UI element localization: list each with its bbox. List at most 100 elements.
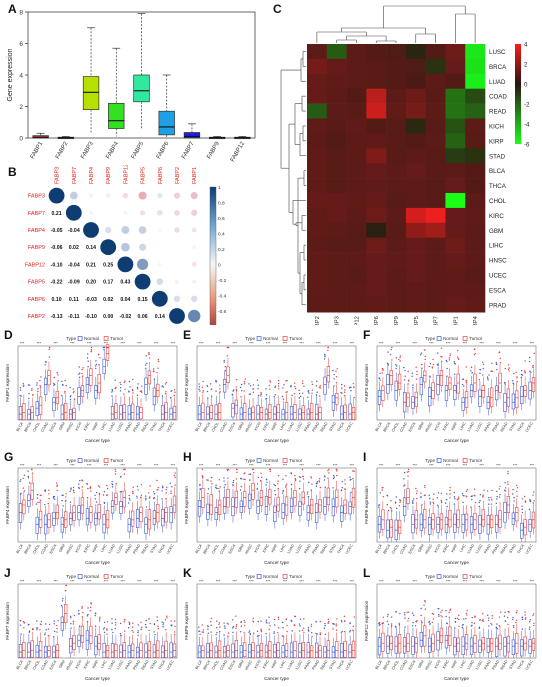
outlier-point xyxy=(53,376,56,379)
outlier-point xyxy=(395,364,397,366)
heatmap-cell xyxy=(346,282,367,298)
outlier-point xyxy=(73,491,75,494)
colorbar-tick-label: -0.4 xyxy=(218,293,227,299)
significance-mark: *** xyxy=(70,342,75,346)
outlier-point xyxy=(36,494,39,496)
outlier-point xyxy=(69,615,72,618)
box-body xyxy=(35,516,39,534)
outlier-point xyxy=(114,473,117,475)
outlier-point xyxy=(387,364,389,366)
box-body xyxy=(38,510,43,528)
box-body xyxy=(201,488,205,508)
box-tumor-kirc xyxy=(89,602,93,651)
outlier-point xyxy=(335,376,338,378)
legend-title: Type xyxy=(66,574,76,579)
box-normal-thca xyxy=(161,621,165,658)
outlier-point xyxy=(478,501,480,504)
outlier-point xyxy=(382,622,384,624)
outlier-point xyxy=(491,617,493,619)
box-body xyxy=(340,405,344,420)
outlier-point xyxy=(95,491,98,494)
outlier-point xyxy=(352,630,355,632)
box-normal-paad xyxy=(306,389,310,420)
box-body xyxy=(217,640,222,658)
outlier-point xyxy=(64,379,66,382)
box-body xyxy=(248,493,252,509)
outlier-point xyxy=(44,364,46,366)
outlier-point xyxy=(445,498,448,501)
box-tumor-chol xyxy=(397,355,402,397)
outlier-point xyxy=(307,627,310,629)
outlier-point xyxy=(413,614,415,616)
significance-mark: *** xyxy=(446,580,451,584)
box-normal-kich xyxy=(256,620,260,658)
outlier-point xyxy=(487,377,489,380)
outlier-point xyxy=(438,615,440,617)
outlier-point xyxy=(70,623,72,625)
outlier-point xyxy=(268,622,270,624)
heatmap-cell xyxy=(425,44,446,60)
box-tumor-gbm xyxy=(64,493,68,534)
outlier-point xyxy=(432,363,435,366)
legend-label-normal: Normal xyxy=(443,458,458,463)
heatmap-cell xyxy=(465,222,486,238)
outlier-point xyxy=(223,359,225,362)
box-body xyxy=(206,406,210,420)
box-tumor-coad xyxy=(47,623,51,658)
x-tick-label: STAD xyxy=(150,543,159,554)
outlier-point xyxy=(286,391,288,393)
outlier-point xyxy=(440,347,443,349)
significance-mark: *** xyxy=(154,464,159,468)
box-normal-kirc xyxy=(85,482,90,532)
box-body xyxy=(144,377,148,395)
outlier-point xyxy=(416,490,418,492)
box-body xyxy=(18,406,23,420)
box-body xyxy=(105,510,110,529)
outlier-point xyxy=(290,483,293,486)
outlier-point xyxy=(94,614,96,617)
corr-circle xyxy=(158,228,162,232)
x-tick-label: HNSC xyxy=(65,543,74,555)
outlier-point xyxy=(424,608,426,610)
box-tumor-kich xyxy=(259,472,264,513)
outlier-point xyxy=(243,478,245,481)
heatmap-cell xyxy=(465,58,486,75)
box-body xyxy=(239,645,243,658)
outlier-point xyxy=(123,381,125,384)
box-body xyxy=(22,403,26,420)
heatmap-cell xyxy=(465,237,486,253)
box-normal-luad xyxy=(110,618,115,658)
outlier-point xyxy=(323,627,326,630)
outlier-point xyxy=(28,392,30,395)
corr-value: 0.43 xyxy=(120,280,130,286)
box-body xyxy=(152,510,157,525)
x-tick-label: LIHC xyxy=(100,421,108,431)
outlier-point xyxy=(446,493,448,495)
box-normal-chol xyxy=(35,382,39,420)
outlier-point xyxy=(248,631,250,633)
outlier-point xyxy=(210,631,212,633)
outlier-point xyxy=(399,500,402,502)
box-body xyxy=(444,517,449,534)
corr-value: 0.02 xyxy=(69,245,79,251)
box-normal-kirp xyxy=(453,491,457,540)
box-tumor-read xyxy=(326,468,331,512)
corr-value: -0.04 xyxy=(68,262,80,268)
outlier-point xyxy=(431,366,433,368)
outlier-point xyxy=(277,382,280,385)
outlier-point xyxy=(265,633,267,635)
outlier-point xyxy=(123,468,125,471)
box-normal-hnsc xyxy=(248,630,252,658)
outlier-point xyxy=(119,381,121,384)
heatmap-cell xyxy=(465,163,486,179)
significance-mark: *** xyxy=(53,580,58,584)
x-tick-label: CHOL xyxy=(211,660,220,671)
box-body xyxy=(456,637,460,652)
box-body xyxy=(60,517,64,533)
panel-label-e: E xyxy=(183,328,192,342)
box-body xyxy=(122,490,126,508)
significance-mark: *** xyxy=(479,342,484,346)
panel-i: I Type Normal Tumor FABP6 expression Cancer t… xyxy=(361,450,539,566)
outlier-point xyxy=(260,630,263,633)
